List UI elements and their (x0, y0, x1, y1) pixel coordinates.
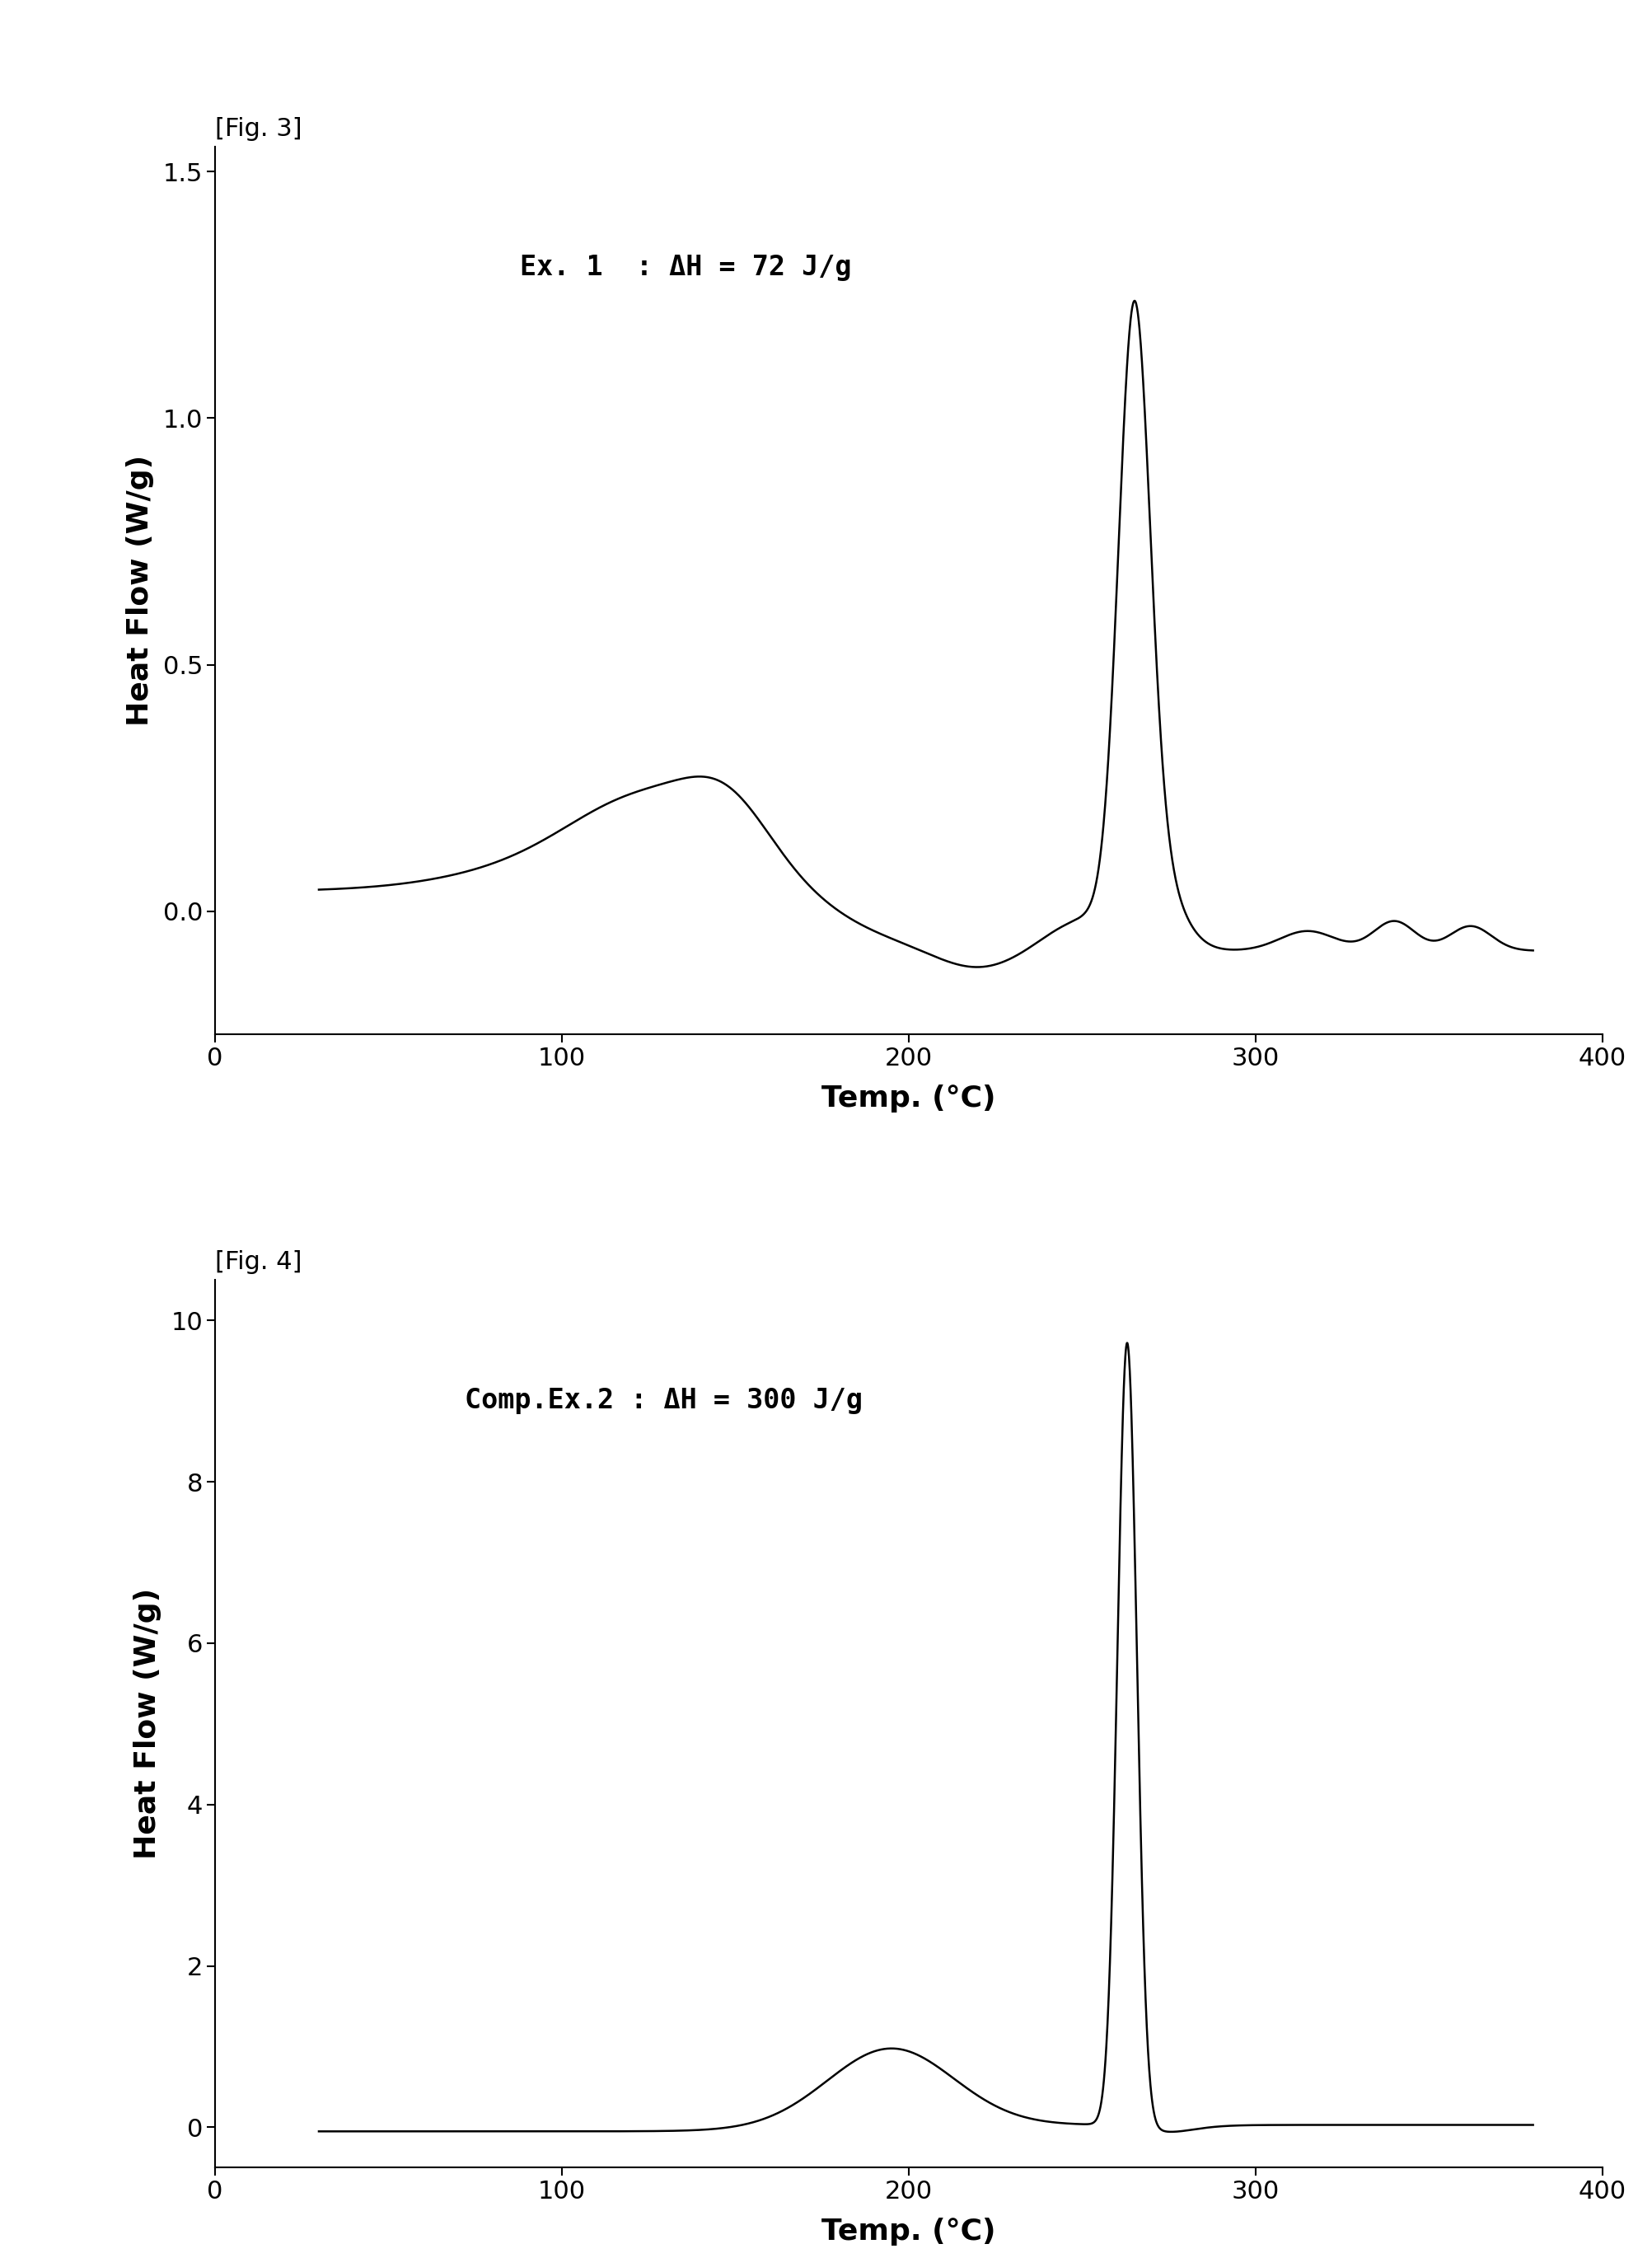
X-axis label: Temp. (°C): Temp. (°C) (821, 2217, 996, 2244)
Y-axis label: Heat Flow (W/g): Heat Flow (W/g) (134, 1587, 162, 1861)
X-axis label: Temp. (°C): Temp. (°C) (821, 1084, 996, 1113)
Text: [Fig. 3]: [Fig. 3] (215, 117, 302, 142)
Text: [Fig. 4]: [Fig. 4] (215, 1251, 302, 1274)
Text: Ex. 1  : ΔH = 72 J/g: Ex. 1 : ΔH = 72 J/g (520, 253, 852, 280)
Y-axis label: Heat Flow (W/g): Heat Flow (W/g) (126, 456, 154, 727)
Text: Comp.Ex.2 : ΔH = 300 J/g: Comp.Ex.2 : ΔH = 300 J/g (464, 1386, 862, 1414)
